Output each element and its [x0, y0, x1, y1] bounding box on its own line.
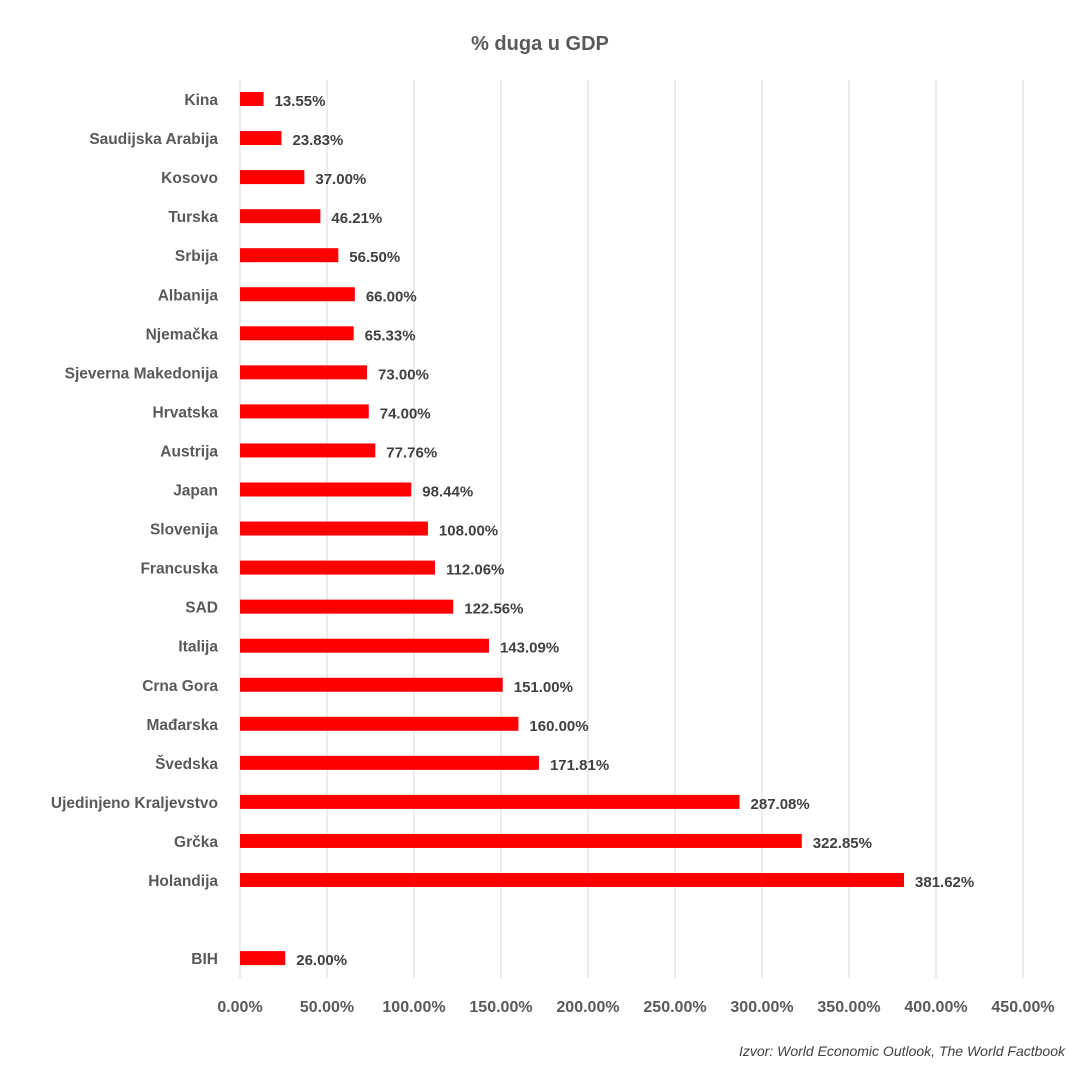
data-label: 65.33% [365, 327, 416, 344]
data-label: 66.00% [366, 288, 417, 305]
x-tick-label: 100.00% [382, 999, 445, 1016]
source-note: Izvor: World Economic Outlook, The World… [739, 1043, 1066, 1059]
data-label: 46.21% [331, 210, 382, 227]
x-tick-label: 350.00% [817, 999, 880, 1016]
category-label: Japan [173, 483, 218, 500]
data-label: 287.08% [751, 796, 810, 813]
bar [240, 638, 489, 653]
data-label: 143.09% [500, 640, 559, 657]
bar [240, 677, 503, 692]
data-label: 13.55% [275, 93, 326, 110]
data-label: 26.00% [296, 952, 347, 969]
data-label: 74.00% [380, 405, 431, 422]
x-axis-ticks: 0.00% 50.00% 100.00% 150.00% 200.00% 250.00% 3… [217, 999, 1054, 1016]
category-label: Turska [168, 209, 218, 226]
data-label: 108.00% [439, 523, 498, 540]
category-label: Ujedinjeno Kraljevstvo [51, 795, 218, 812]
data-label: 37.00% [315, 171, 366, 188]
x-tick-label: 50.00% [300, 999, 354, 1016]
data-label: 322.85% [813, 835, 872, 852]
x-tick-label: 300.00% [730, 999, 793, 1016]
x-tick-label: 450.00% [991, 999, 1054, 1016]
data-label: 23.83% [292, 132, 343, 149]
category-label: Albanija [158, 287, 219, 304]
x-tick-label: 200.00% [556, 999, 619, 1016]
category-label: Saudijska Arabija [89, 131, 218, 148]
data-label: 77.76% [386, 444, 437, 461]
bars: Kina 13.55% Saudijska Arabija 23.83% Kosovo 3… [51, 92, 974, 969]
x-tick-label: 150.00% [469, 999, 532, 1016]
data-label: 151.00% [514, 679, 573, 696]
bar [240, 326, 354, 341]
data-label: 98.44% [422, 484, 473, 501]
chart-title: % duga u GDP [471, 33, 609, 55]
category-label: SAD [185, 600, 218, 617]
x-tick-label: 250.00% [643, 999, 706, 1016]
category-label: Holandija [148, 873, 218, 890]
bar [240, 248, 339, 263]
x-tick-label: 400.00% [904, 999, 967, 1016]
bar [240, 170, 305, 185]
category-label: Srbija [175, 248, 218, 265]
category-label: Kosovo [161, 170, 218, 187]
category-label: Kina [184, 92, 218, 109]
data-label: 122.56% [464, 601, 523, 618]
bar [240, 443, 376, 458]
category-label: Italija [178, 639, 218, 656]
bar [240, 833, 802, 848]
bar [240, 92, 264, 106]
bar [240, 794, 740, 809]
category-label: Crna Gora [142, 678, 218, 695]
category-label: Francuska [140, 561, 218, 578]
bar [240, 873, 905, 887]
data-label: 112.06% [446, 562, 504, 579]
category-label: BIH [191, 951, 218, 968]
data-label: 160.00% [529, 718, 588, 735]
category-label: Austrija [160, 443, 218, 460]
bar [240, 521, 428, 536]
category-label: Švedska [155, 755, 218, 773]
data-label: 73.00% [378, 366, 429, 383]
data-label: 381.62% [915, 874, 974, 891]
category-label: Sjeverna Makedonija [65, 365, 219, 382]
bar [240, 404, 369, 419]
category-label: Hrvatska [153, 404, 219, 421]
category-label: Slovenija [150, 522, 218, 539]
bar [240, 755, 539, 770]
bar [240, 951, 286, 966]
data-label: 171.81% [550, 757, 609, 774]
x-tick-label: 0.00% [217, 999, 262, 1016]
bar [240, 209, 321, 224]
gridlines [239, 80, 1024, 978]
category-label: Njemačka [146, 326, 219, 343]
bar [240, 482, 412, 497]
category-label: Mađarska [146, 717, 218, 734]
bar [240, 365, 368, 380]
bar [240, 131, 282, 146]
bar [240, 716, 519, 731]
bar [240, 560, 435, 575]
bar [240, 599, 454, 614]
category-label: Grčka [174, 834, 218, 851]
bar [240, 287, 355, 302]
data-label: 56.50% [349, 249, 400, 266]
